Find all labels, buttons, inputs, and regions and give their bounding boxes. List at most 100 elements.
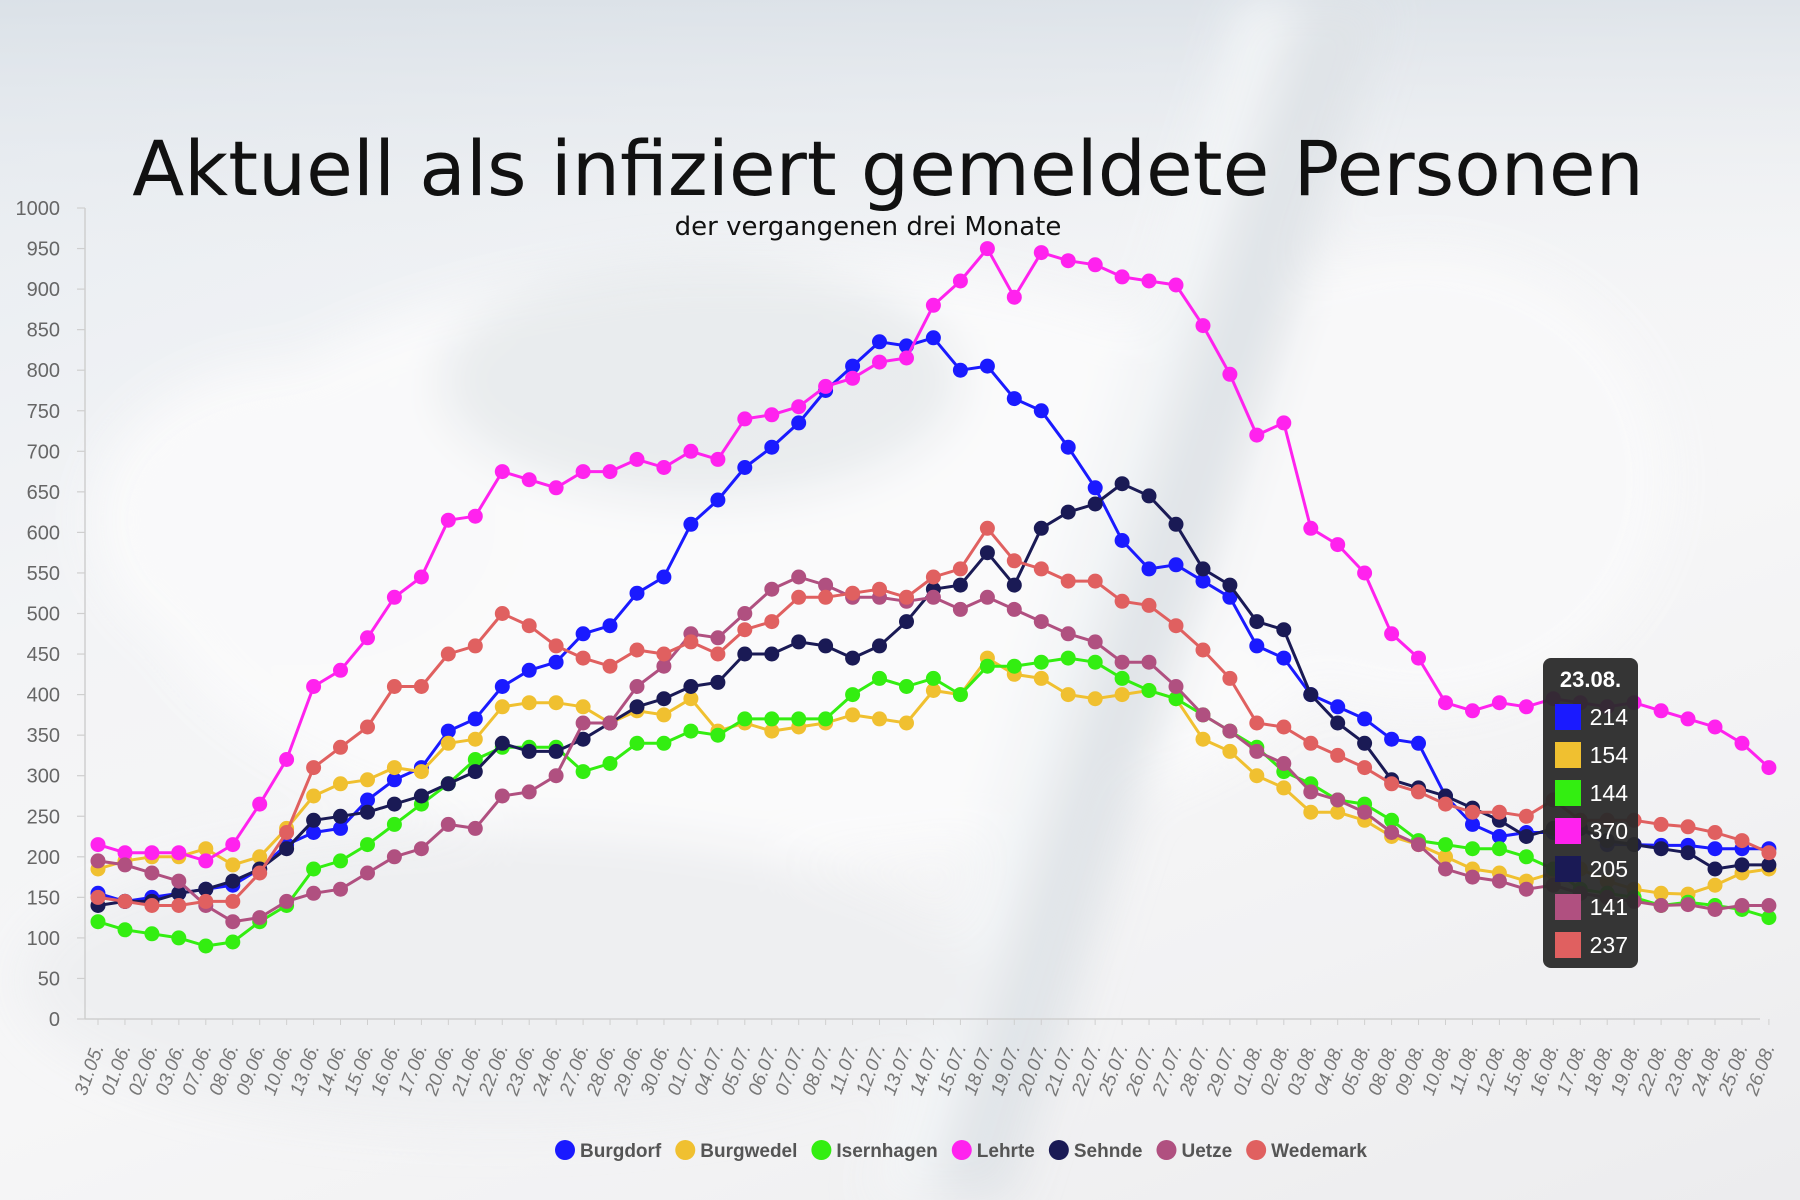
data-point[interactable] [1087, 691, 1103, 707]
legend-item-isernhagen[interactable]: Isernhagen [811, 1140, 938, 1162]
data-point[interactable] [1114, 476, 1130, 492]
data-point[interactable] [1465, 816, 1480, 832]
data-point[interactable] [333, 820, 348, 836]
data-point[interactable] [1707, 825, 1723, 840]
data-point[interactable] [1303, 687, 1319, 703]
data-point[interactable] [925, 670, 941, 686]
data-point[interactable] [1707, 877, 1723, 893]
data-point[interactable] [629, 679, 645, 694]
data-point[interactable] [306, 825, 322, 840]
data-point[interactable] [1168, 618, 1184, 634]
data-point[interactable] [979, 241, 995, 257]
data-point[interactable] [1222, 743, 1238, 759]
data-point[interactable] [252, 865, 268, 881]
data-point[interactable] [1438, 837, 1453, 853]
data-point[interactable] [710, 451, 726, 467]
data-point[interactable] [1411, 650, 1426, 666]
data-point[interactable] [1518, 849, 1534, 865]
data-point[interactable] [1411, 735, 1426, 751]
data-point[interactable] [872, 711, 887, 727]
data-point[interactable] [764, 723, 780, 739]
data-point[interactable] [1141, 561, 1157, 577]
data-point[interactable] [1653, 816, 1669, 832]
data-point[interactable] [279, 825, 295, 840]
data-point[interactable] [360, 865, 375, 881]
data-point[interactable] [440, 512, 456, 528]
data-point[interactable] [1518, 881, 1534, 897]
data-point[interactable] [386, 589, 402, 605]
data-point[interactable] [252, 849, 268, 865]
data-point[interactable] [1680, 819, 1696, 835]
data-point[interactable] [1060, 626, 1076, 642]
data-point[interactable] [845, 687, 861, 703]
data-point[interactable] [845, 707, 861, 723]
data-point[interactable] [979, 545, 995, 561]
data-point[interactable] [225, 873, 241, 889]
data-point[interactable] [925, 683, 941, 698]
data-point[interactable] [952, 687, 968, 703]
data-point[interactable] [710, 630, 726, 646]
data-point[interactable] [306, 861, 322, 877]
data-point[interactable] [1222, 589, 1238, 605]
data-point[interactable] [494, 606, 510, 621]
data-point[interactable] [575, 626, 591, 642]
data-point[interactable] [899, 715, 914, 731]
data-point[interactable] [872, 581, 887, 597]
data-point[interactable] [1060, 687, 1076, 703]
data-point[interactable] [1761, 898, 1777, 913]
data-point[interactable] [144, 898, 160, 913]
data-point[interactable] [333, 739, 348, 755]
data-point[interactable] [90, 837, 106, 853]
data-point[interactable] [1330, 747, 1346, 763]
data-point[interactable] [1303, 804, 1319, 820]
data-point[interactable] [333, 853, 348, 869]
data-point[interactable] [764, 711, 780, 727]
data-point[interactable] [818, 589, 834, 605]
data-point[interactable] [467, 820, 483, 836]
data-point[interactable] [952, 362, 968, 378]
data-point[interactable] [737, 606, 753, 621]
data-point[interactable] [575, 650, 591, 666]
data-point[interactable] [494, 679, 510, 694]
data-point[interactable] [1060, 439, 1076, 455]
data-point[interactable] [683, 634, 699, 650]
data-point[interactable] [764, 646, 780, 662]
data-point[interactable] [1465, 703, 1480, 719]
data-point[interactable] [494, 464, 510, 480]
data-point[interactable] [1249, 614, 1265, 630]
data-point[interactable] [656, 691, 672, 707]
data-point[interactable] [440, 735, 456, 751]
data-point[interactable] [1761, 857, 1777, 873]
data-point[interactable] [1087, 480, 1103, 496]
data-point[interactable] [386, 849, 402, 865]
data-point[interactable] [494, 735, 510, 751]
data-point[interactable] [710, 674, 726, 690]
data-point[interactable] [1518, 699, 1534, 715]
data-point[interactable] [1168, 516, 1184, 532]
data-point[interactable] [1087, 654, 1103, 670]
data-point[interactable] [629, 451, 645, 467]
data-point[interactable] [1653, 898, 1669, 913]
data-point[interactable] [1518, 829, 1534, 844]
data-point[interactable] [979, 658, 995, 674]
data-point[interactable] [521, 472, 537, 488]
data-point[interactable] [791, 399, 807, 415]
data-point[interactable] [521, 695, 537, 711]
data-point[interactable] [225, 857, 241, 873]
data-point[interactable] [360, 630, 375, 646]
data-point[interactable] [386, 772, 402, 788]
data-point[interactable] [548, 638, 564, 654]
data-point[interactable] [117, 893, 133, 909]
data-point[interactable] [602, 658, 618, 674]
data-point[interactable] [1276, 780, 1292, 796]
data-point[interactable] [1006, 391, 1022, 407]
data-point[interactable] [1033, 245, 1049, 261]
data-point[interactable] [925, 569, 941, 585]
data-point[interactable] [1060, 504, 1076, 520]
data-point[interactable] [1303, 784, 1319, 800]
data-point[interactable] [1707, 902, 1723, 917]
data-point[interactable] [952, 577, 968, 593]
data-point[interactable] [467, 711, 483, 727]
data-point[interactable] [899, 679, 914, 694]
data-point[interactable] [1195, 573, 1211, 589]
